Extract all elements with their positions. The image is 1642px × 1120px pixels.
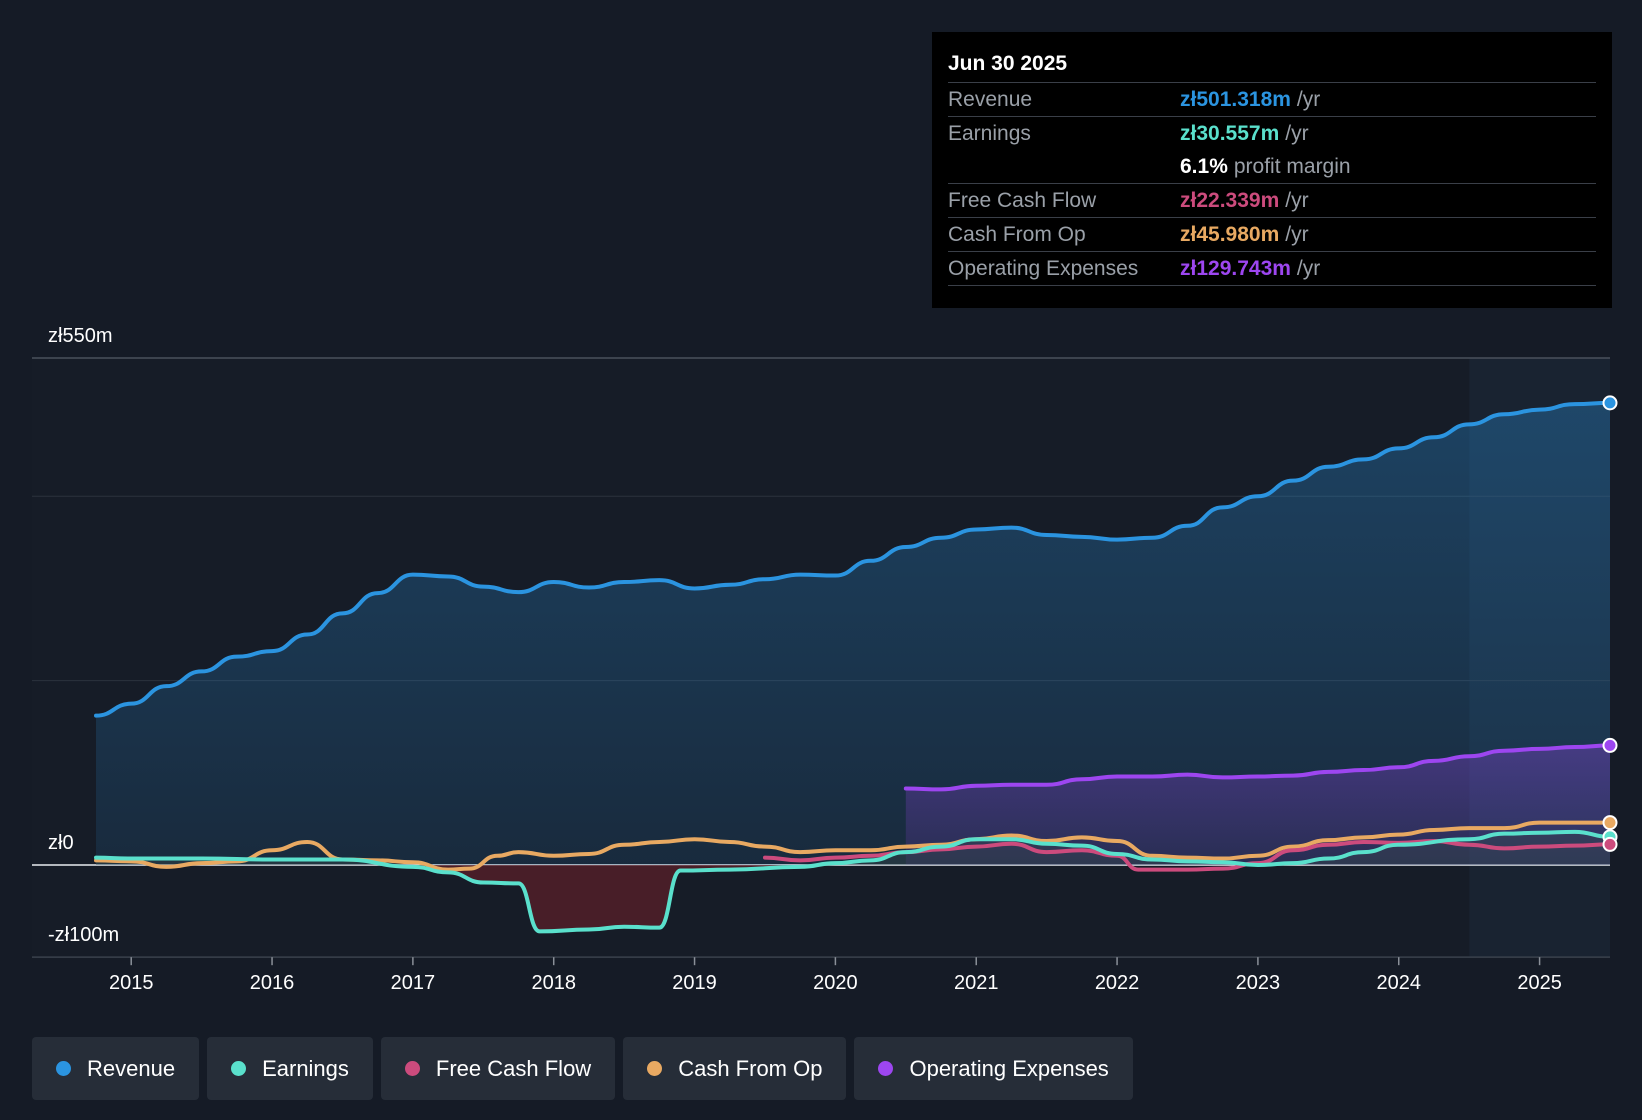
series-lines	[94, 400, 1612, 934]
x-tick-label: 2017	[391, 972, 436, 994]
legend-item-revenue[interactable]: Revenue	[32, 1037, 200, 1100]
tooltip-unit: profit margin	[1233, 154, 1351, 178]
x-tick-label: 2025	[1517, 972, 1562, 994]
tooltip-row-earnings: Earnings zł30.557m /yr	[948, 117, 1596, 150]
legend-item-operating-expenses[interactable]: Operating Expenses	[854, 1037, 1133, 1100]
x-tick-label: 2022	[1095, 972, 1140, 994]
legend-item-earnings[interactable]: Earnings	[207, 1037, 373, 1100]
operating-expenses-line	[903, 743, 1612, 792]
free-cash-flow-dot-icon	[404, 1061, 420, 1076]
operating-expenses-dot-icon	[878, 1061, 894, 1076]
tooltip-label: Free Cash Flow	[948, 188, 1097, 212]
tooltip-unit: /yr	[1296, 87, 1321, 111]
x-tick-label: 2019	[672, 972, 717, 994]
tooltip-unit: /yr	[1285, 188, 1309, 212]
earnings-line	[94, 829, 1612, 934]
tooltip-row-operating-expenses: Operating Expenses zł129.743m /yr	[948, 252, 1596, 286]
tooltip-value: zł30.557m	[1180, 121, 1280, 145]
x-tick-label: 2020	[813, 972, 858, 994]
y-label-zero: zł0	[48, 832, 74, 854]
y-label-bottom: -zł100m	[48, 924, 119, 946]
legend-label: Cash From Op	[678, 1055, 823, 1081]
end-markers	[1602, 395, 1618, 852]
legend-label: Operating Expenses	[909, 1055, 1109, 1081]
legend-label: Free Cash Flow	[435, 1055, 592, 1081]
tooltip-label: Revenue	[948, 87, 1033, 111]
tooltip-row-free-cash-flow: Free Cash Flow zł22.339m /yr	[948, 184, 1596, 218]
x-tick-label: 2021	[954, 972, 999, 994]
x-tick-label: 2024	[1376, 972, 1421, 994]
x-tick-label: 2023	[1236, 972, 1281, 994]
operating-expenses-area	[905, 745, 1610, 865]
tooltip-label: Cash From Op	[948, 222, 1086, 246]
axes: zł550m zł0 -zł100m 2015 2016 2017 2018 2019 2020…	[48, 325, 1562, 994]
revenue-area	[96, 402, 1610, 865]
tooltip-label: Operating Expenses	[948, 256, 1139, 280]
tooltip: Jun 30 2025 Revenue zł501.318m /yr Earni…	[932, 32, 1612, 308]
revenue-dot-icon	[56, 1061, 71, 1076]
tooltip-row-cash-from-op: Cash From Op zł45.980m /yr	[948, 218, 1596, 252]
revenue-end-marker	[1602, 395, 1618, 411]
revenue-line	[94, 400, 1612, 718]
cash-from-op-end-marker	[1602, 815, 1618, 831]
x-tick-label: 2015	[109, 972, 154, 994]
tooltip-value: zł501.318m	[1180, 87, 1291, 111]
tooltip-value: zł45.980m	[1180, 222, 1280, 246]
earnings-positive-area	[96, 831, 1610, 865]
tooltip-value: zł22.339m	[1180, 188, 1280, 212]
earnings-dot-icon	[231, 1061, 247, 1076]
tooltip-unit: /yr	[1285, 222, 1309, 246]
x-tick-label: 2018	[531, 972, 576, 994]
tooltip-label: Earnings	[948, 121, 1031, 145]
legend: Revenue Earnings Free Cash Flow Cash Fro…	[32, 1037, 1141, 1100]
chart: zł550m zł0 -zł100m 2015 2016 2017 2018 2019 2020…	[32, 325, 1618, 994]
tooltip-date: Jun 30 2025	[948, 46, 1596, 83]
legend-label: Revenue	[87, 1055, 176, 1081]
tooltip-row-revenue: Revenue zł501.318m /yr	[948, 83, 1596, 117]
series-fills	[96, 402, 1610, 932]
tooltip-value: zł129.743m	[1180, 256, 1291, 280]
operating-expenses-end-marker	[1602, 737, 1618, 753]
legend-label: Earnings	[262, 1055, 349, 1081]
tooltip-unit: /yr	[1296, 256, 1321, 280]
cash-from-op-dot-icon	[647, 1061, 663, 1076]
x-tick-label: 2016	[250, 972, 295, 994]
y-label-top: zł550m	[48, 325, 112, 347]
tooltip-value: 6.1%	[1180, 154, 1228, 178]
tooltip-unit: /yr	[1285, 121, 1309, 145]
free-cash-flow-end-marker	[1602, 836, 1618, 852]
legend-item-cash-from-op[interactable]: Cash From Op	[623, 1037, 847, 1100]
tooltip-row-profit-margin: 6.1% profit margin	[948, 150, 1596, 184]
legend-item-free-cash-flow[interactable]: Free Cash Flow	[380, 1037, 616, 1100]
